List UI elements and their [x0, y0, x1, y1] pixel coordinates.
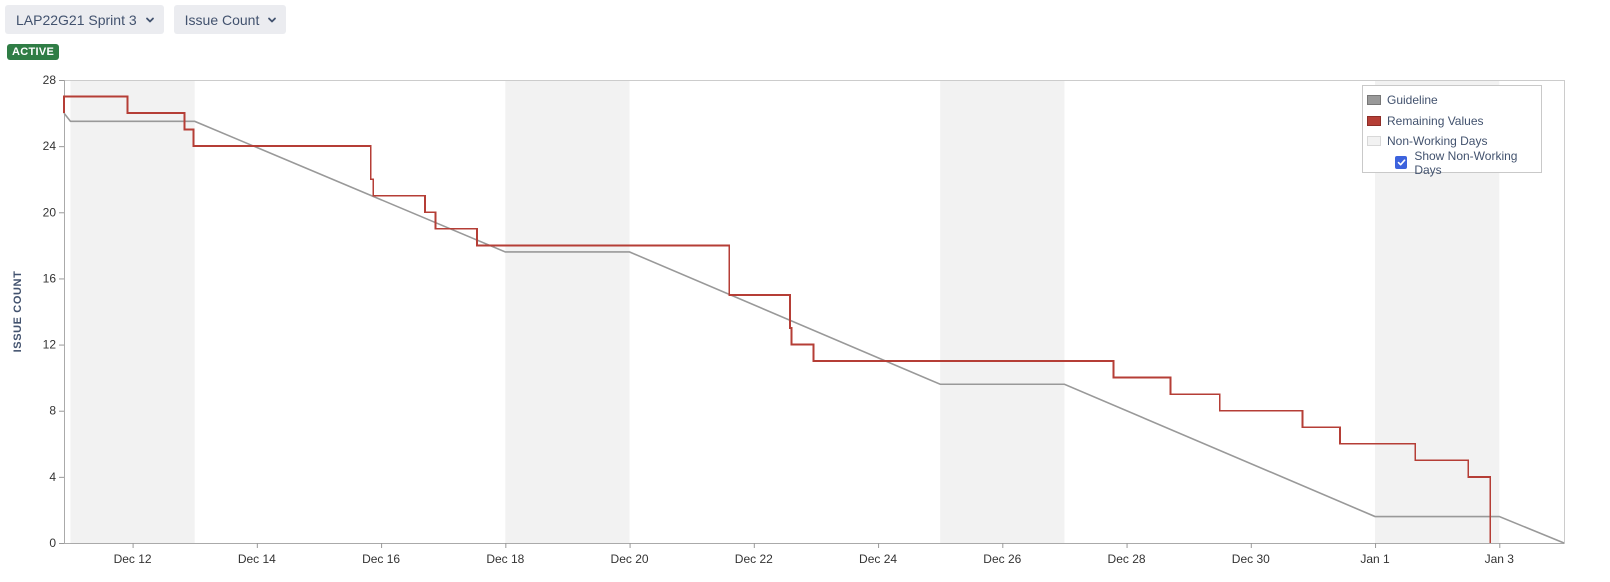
- plot-frame: [64, 80, 1565, 544]
- y-tick-label: 28: [43, 73, 57, 87]
- x-tick-label: Dec 24: [859, 552, 897, 566]
- legend-label-guideline: Guideline: [1387, 93, 1438, 108]
- y-tick-label: 20: [43, 205, 57, 219]
- legend-item-remaining-values[interactable]: Remaining Values: [1367, 111, 1541, 132]
- x-tick-label: Dec 30: [1232, 552, 1270, 566]
- x-tick-label: Jan 3: [1485, 552, 1515, 566]
- non-working-band-2: [505, 80, 630, 543]
- metric-selector-label: Issue Count: [184, 11, 260, 28]
- x-tick-label: Dec 22: [735, 552, 773, 566]
- remaining-values-swatch: [1367, 115, 1381, 126]
- y-tick-label: 16: [43, 271, 57, 285]
- sprint-selector-label: LAP22G21 Sprint 3: [16, 11, 137, 28]
- status-badge: ACTIVE: [7, 44, 60, 60]
- y-axis-label: ISSUE COUNT: [12, 271, 24, 353]
- x-tick-label: Dec 12: [114, 552, 152, 566]
- legend-label-non-working-days: Non-Working Days: [1387, 134, 1488, 149]
- x-tick-label: Dec 16: [362, 552, 400, 566]
- x-tick-label: Dec 20: [611, 552, 649, 566]
- show-non-working-days-label: Show Non-Working Days: [1414, 148, 1518, 177]
- x-tick-label: Dec 18: [486, 552, 524, 566]
- chart-legend: Guideline Remaining Values Non-Working D…: [1362, 85, 1542, 177]
- checkmark-icon: [1397, 159, 1406, 166]
- remaining-values-series-line: [63, 95, 1492, 543]
- show-non-working-days-toggle[interactable]: Show Non-Working Days: [1367, 148, 1541, 177]
- non-working-days-swatch: [1367, 136, 1381, 147]
- guideline-swatch: [1367, 95, 1381, 106]
- x-tick-label: Jan 1: [1360, 552, 1390, 566]
- legend-label-remaining-values: Remaining Values: [1387, 113, 1484, 128]
- y-tick-label: 24: [43, 139, 57, 153]
- x-tick-label: Dec 26: [983, 552, 1021, 566]
- sprint-selector-dropdown[interactable]: LAP22G21 Sprint 3: [5, 5, 164, 34]
- show-non-working-days-checkbox[interactable]: [1395, 156, 1408, 169]
- legend-item-guideline[interactable]: Guideline: [1367, 90, 1541, 111]
- x-tick-label: Dec 28: [1108, 552, 1146, 566]
- y-tick-label: 8: [49, 404, 56, 418]
- chevron-down-icon: [268, 17, 277, 22]
- legend-item-non-working-days[interactable]: Non-Working Days: [1367, 131, 1541, 152]
- guideline-series-line: [63, 112, 1565, 544]
- non-working-band-1: [70, 80, 195, 543]
- y-tick-label: 12: [43, 338, 57, 352]
- y-tick-label: 4: [49, 470, 56, 484]
- x-tick-label: Dec 14: [238, 552, 276, 566]
- y-tick-label: 0: [49, 536, 56, 550]
- metric-selector-dropdown[interactable]: Issue Count: [173, 5, 287, 34]
- chevron-down-icon: [145, 17, 154, 22]
- non-working-band-3: [940, 80, 1065, 543]
